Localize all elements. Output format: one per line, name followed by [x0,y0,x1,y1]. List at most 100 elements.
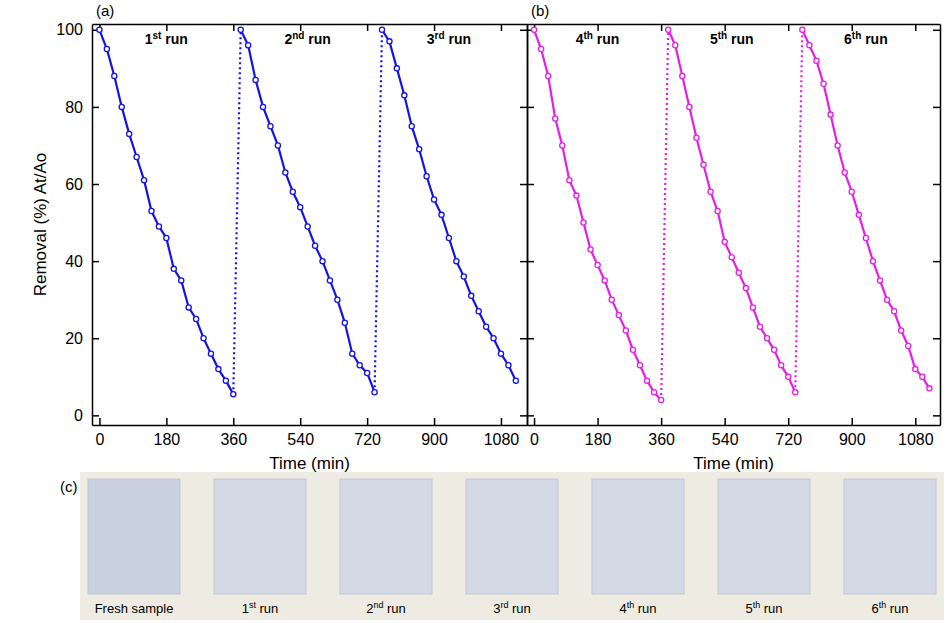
data-point [461,274,466,279]
series-line [802,30,929,389]
tick-label: 1080 [484,431,520,448]
photo-caption: 3rd run [493,600,531,616]
data-point [673,43,678,48]
data-point [856,212,861,217]
data-point [828,112,833,117]
tick-mark [527,338,534,340]
data-point [849,189,854,194]
axis-line [528,425,941,427]
data-point [729,255,734,260]
data-point [484,324,489,329]
tick-label: 0 [74,407,83,424]
tick-mark [915,418,917,425]
tick-mark [99,418,101,425]
tick: 180 [154,418,181,448]
photo-caption: 6th run [871,600,908,616]
tick [367,24,368,31]
data-point [764,336,769,341]
tick-mark [520,184,527,186]
tick: 1080 [484,418,520,448]
x-axis-title: Time (min) [693,454,774,473]
data-point [402,93,407,98]
tick [233,24,234,31]
tick [598,24,599,31]
tick-mark [92,184,99,186]
data-point [708,189,713,194]
data-point [906,343,911,348]
data-point [892,309,897,314]
sample-photo [844,479,936,594]
data-point [701,162,706,167]
tick [520,30,527,31]
data-point [651,390,656,395]
tick-mark [933,184,940,186]
tick [933,30,940,31]
tick-label: 720 [775,431,802,448]
tick-label: 100 [56,21,83,38]
tick [527,261,534,262]
series-line [534,30,661,400]
tick-label: 540 [287,431,314,448]
data-point [927,386,932,391]
tick [933,415,940,416]
data-point [546,73,551,78]
data-point [127,131,132,136]
tick [520,261,527,262]
photo-caption: 1st run [242,600,279,616]
data-point [814,58,819,63]
axis-line [93,24,528,26]
data-point [439,212,444,217]
data-point [567,178,572,183]
data-point [216,366,221,371]
data-point [574,193,579,198]
panel-label: (a) [96,2,114,19]
tick [527,107,534,108]
data-point [877,278,882,283]
panel-label: (b) [531,2,549,19]
tick-mark [300,418,302,425]
y-axis-right [933,25,941,426]
tick-label: 180 [154,431,181,448]
data-point [913,366,918,371]
tick [501,24,502,31]
data-point [771,347,776,352]
data-point [149,208,154,213]
tick [915,24,916,31]
tick: 540 [287,418,314,448]
data-point [506,363,511,368]
data-point [491,336,496,341]
tick-mark [520,338,527,340]
tick-mark [597,24,599,31]
data-point [454,259,459,264]
run-label: 6th run [844,30,888,47]
run-connector [795,30,802,392]
run-connector [661,30,668,400]
tick: 360 [220,418,247,448]
run-label: 5th run [710,30,754,47]
tick-mark [520,107,527,109]
tick-label: 0 [95,431,104,448]
data-point [644,378,649,383]
tick-label: 0 [530,431,539,448]
panel-label: (c) [60,478,78,495]
data-point [365,370,370,375]
data-point [637,363,642,368]
data-point [842,170,847,175]
tick-mark [661,24,663,31]
run-label: 1st run [145,30,188,47]
tick-label: 720 [354,431,381,448]
tick [527,184,534,185]
data-point [305,224,310,229]
figure: 018036054072090010800204060801001st run2… [0,0,950,623]
tick [933,261,940,262]
tick [527,415,534,416]
tick-mark [788,418,790,425]
tick-label: 60 [65,176,83,193]
data-point [194,316,199,321]
data-point [417,147,422,152]
data-point [246,43,251,48]
tick-label: 540 [712,431,739,448]
data-point [750,305,755,310]
tick-mark [520,30,527,32]
data-point [630,347,635,352]
